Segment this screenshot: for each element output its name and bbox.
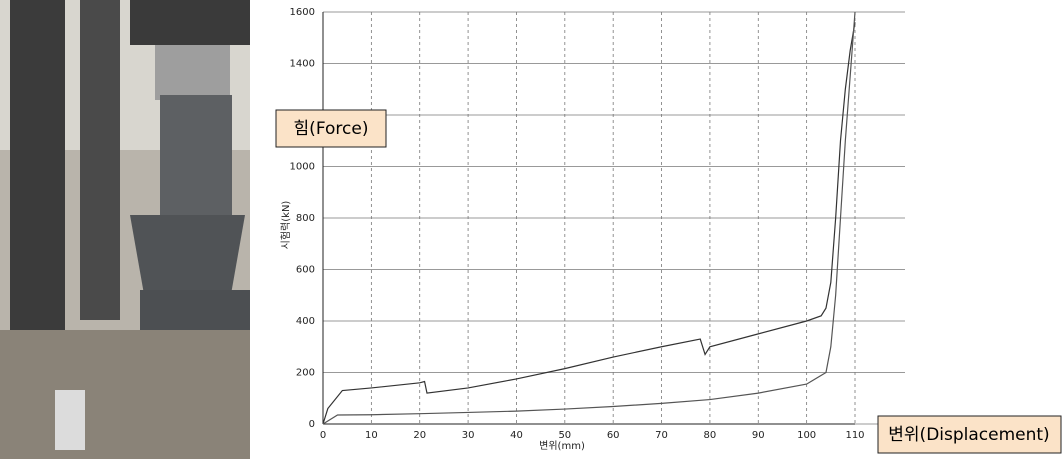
x-tick-label: 90 (752, 430, 765, 441)
x-tick-label: 100 (797, 430, 816, 441)
x-tick-label: 80 (704, 430, 717, 441)
annotation: 변위(Displacement) (888, 425, 1049, 445)
x-tick-label: 20 (413, 430, 426, 441)
x-tick-label: 40 (510, 430, 523, 441)
y-tick-label: 200 (296, 368, 315, 379)
annotation-box (877, 415, 1062, 454)
data-line (322, 11, 856, 425)
x-tick-label: 0 (320, 430, 326, 441)
annotation: 힘(Force) (294, 119, 369, 139)
y-tick-label: 1400 (290, 59, 315, 70)
chart-bg (255, 0, 1064, 459)
x-tick-label: 110 (845, 430, 864, 441)
photo (0, 0, 250, 459)
y-tick-label: 600 (296, 265, 315, 276)
y-tick-label: 800 (296, 213, 315, 224)
y-tick-label: 0 (309, 419, 315, 430)
y-tick-label: 1000 (290, 162, 315, 173)
x-tick-label: 30 (462, 430, 475, 441)
x-tick-label: 60 (607, 430, 620, 441)
annotation-box (275, 109, 387, 148)
y-tick-label: 400 (296, 316, 315, 327)
plot: 0200400600800100012001400160001020304050… (290, 7, 905, 441)
x-tick-label: 50 (558, 430, 571, 441)
y-axis-label: 시험력(kN) (280, 201, 292, 250)
x-tick-label: 70 (655, 430, 668, 441)
y-tick-label: 1600 (290, 7, 315, 18)
x-tick-label: 10 (365, 430, 378, 441)
data-line (322, 22, 856, 425)
x-axis-label: 변위(mm) (539, 439, 585, 452)
